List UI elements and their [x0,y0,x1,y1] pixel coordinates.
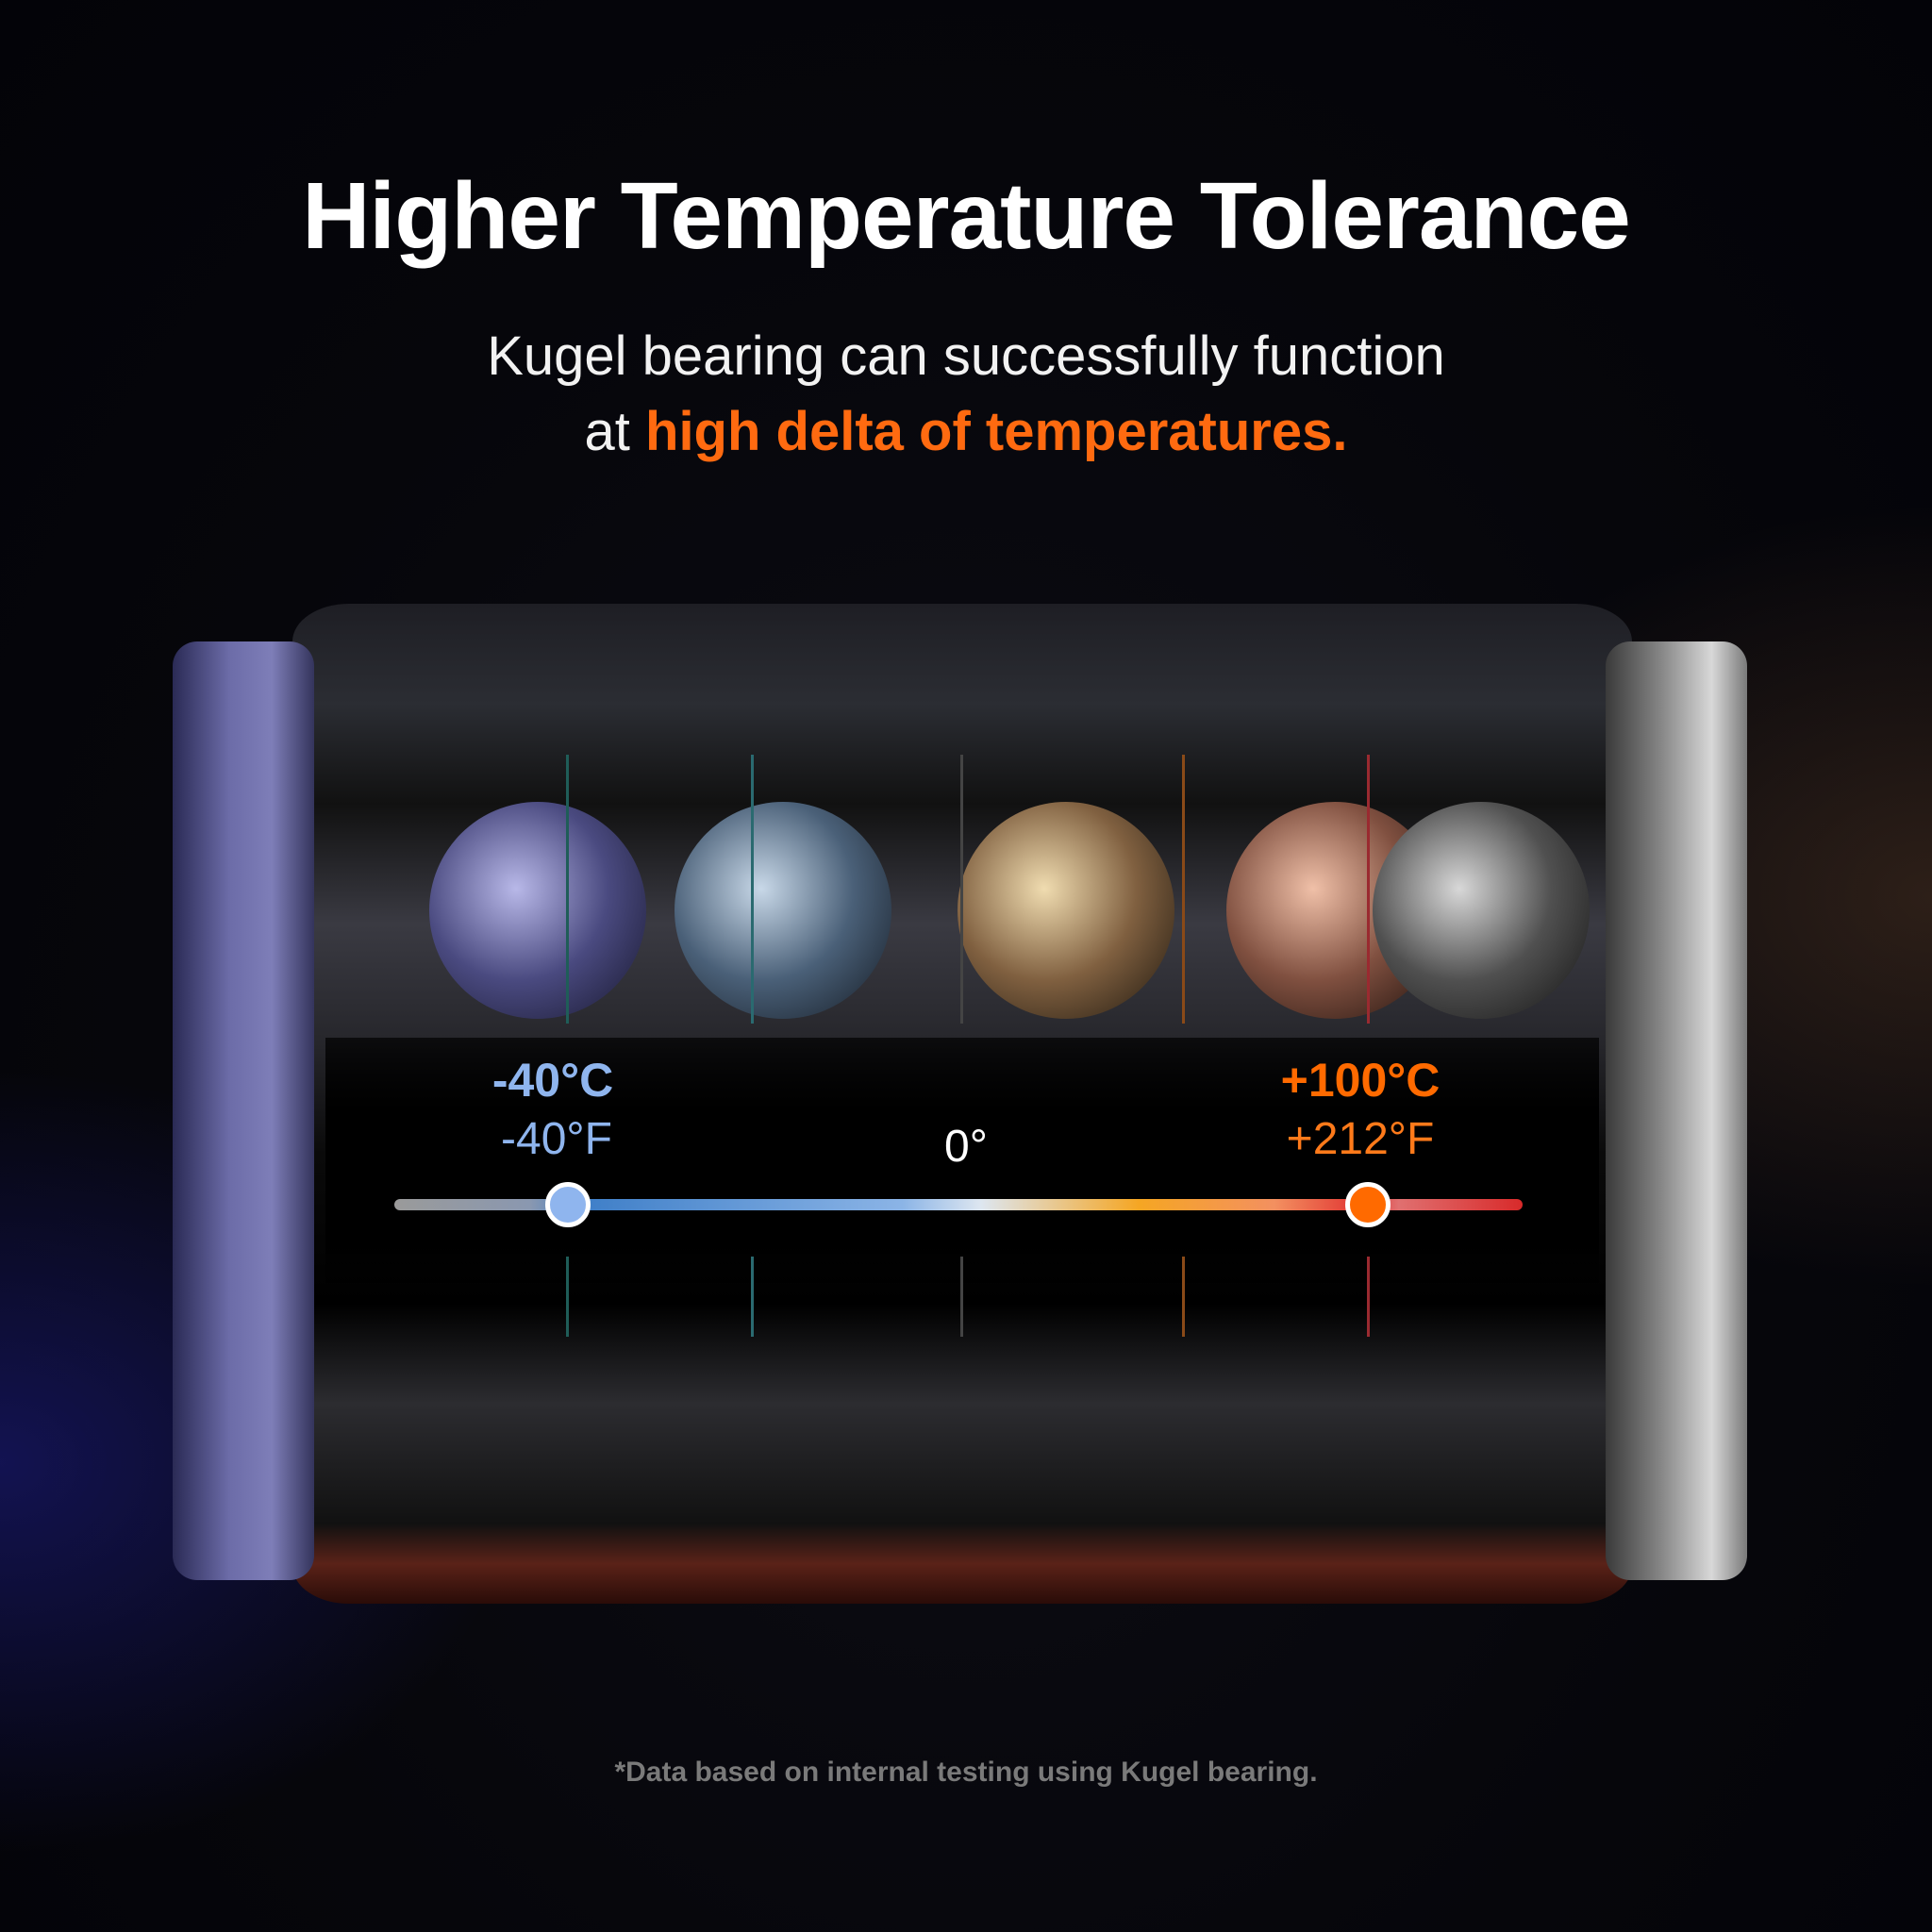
tick-line [1182,1257,1185,1337]
tick-line [566,755,569,1024]
bearing-balls [325,802,1599,1047]
min-celsius-label: -40°C [491,1054,614,1107]
temperature-range-track [394,1199,1523,1210]
subtitle-highlight: high delta of temperatures. [645,401,1348,462]
subtitle-prefix: at [584,401,646,462]
tick-line [751,1257,754,1337]
min-temperature-knob [545,1182,591,1227]
max-fahrenheit-label: +212°F [1286,1114,1435,1164]
subtitle-line-2: at high delta of temperatures. [0,394,1932,470]
page-title: Higher Temperature Tolerance [302,163,1631,269]
ball-hot [1373,802,1590,1019]
ball-cold [429,802,646,1019]
tick-line [1367,1257,1370,1337]
tick-line [960,755,963,1024]
ball-neutral [958,802,1174,1019]
max-temperature-knob [1345,1182,1391,1227]
subtitle-line-1: Kugel bearing can successfully function [487,325,1445,387]
ball-cool [675,802,891,1019]
scale-panel [325,1038,1599,1283]
tick-line [566,1257,569,1337]
max-celsius-label: +100°C [1280,1054,1441,1107]
tick-line [1182,755,1185,1024]
bearing-right-flange [1606,641,1747,1580]
subtitle: Kugel bearing can successfully function … [0,319,1932,470]
zero-label: 0° [944,1122,988,1172]
tick-line [751,755,754,1024]
footnote: *Data based on internal testing using Ku… [614,1757,1318,1788]
tick-line [1367,755,1370,1024]
min-fahrenheit-label: -40°F [501,1114,612,1164]
tick-line [960,1257,963,1337]
bearing-left-flange [173,641,314,1580]
